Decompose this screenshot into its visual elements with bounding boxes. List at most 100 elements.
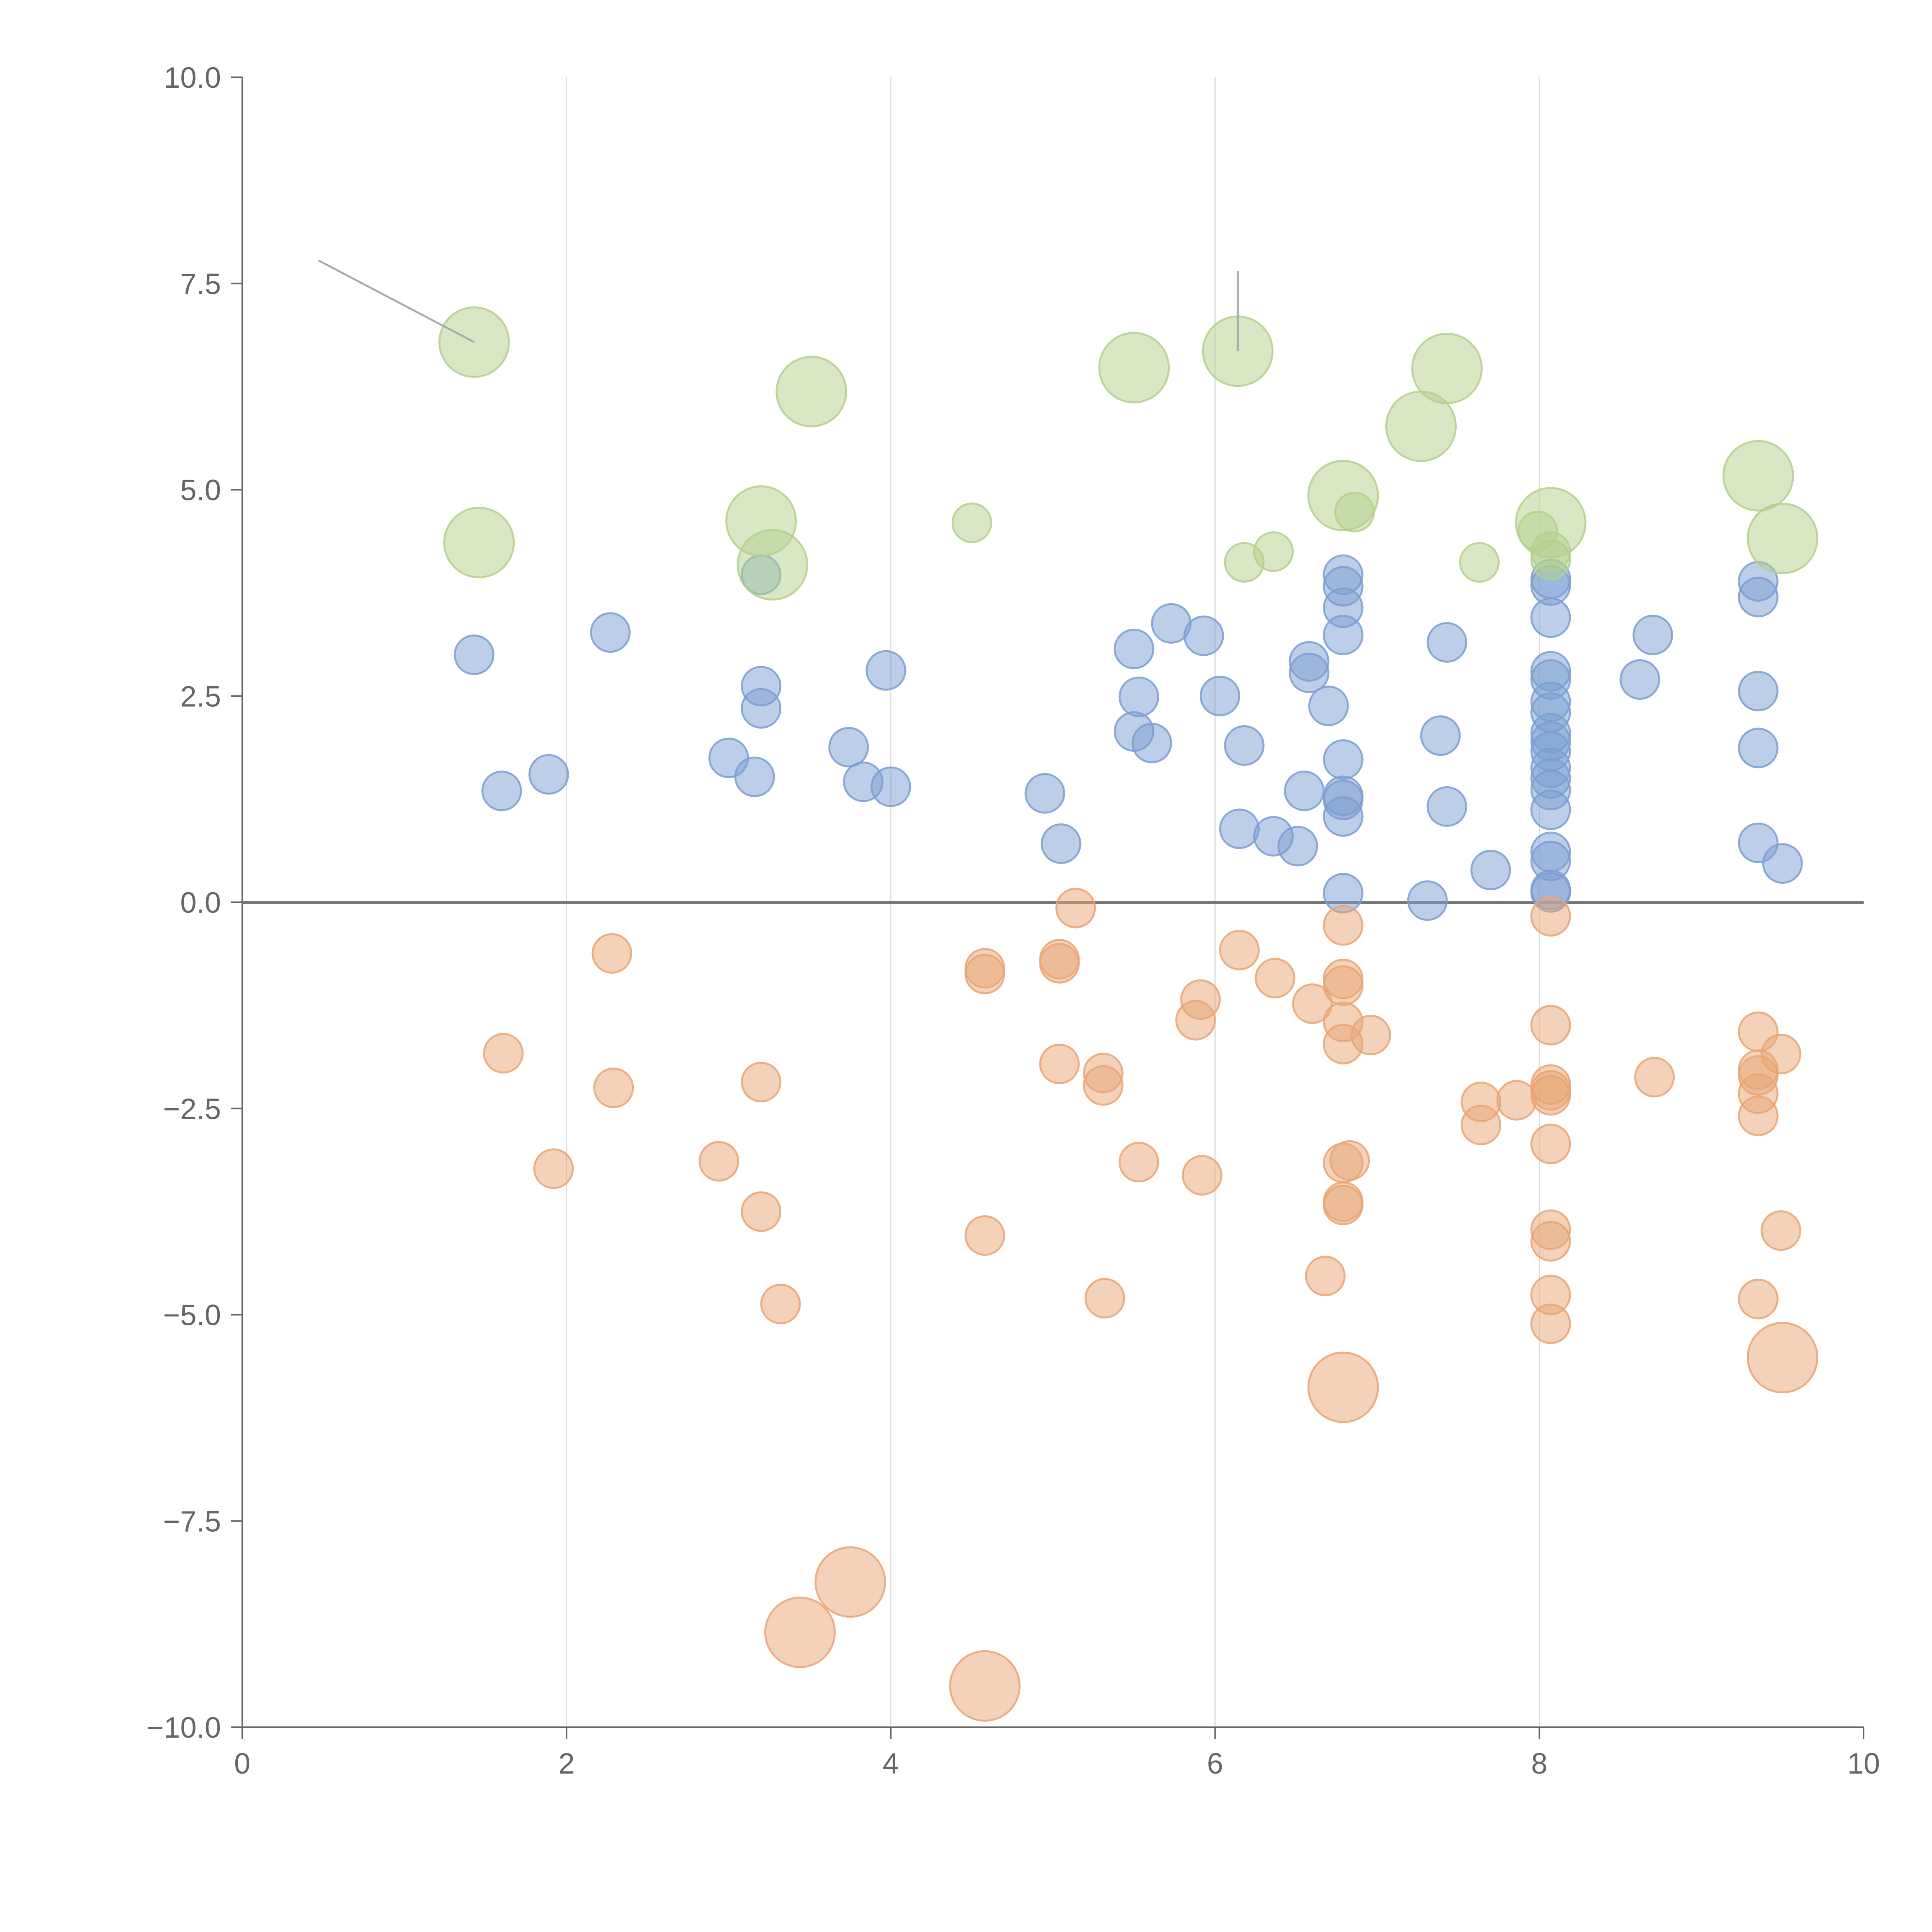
blue-point-37	[1323, 796, 1364, 837]
orange-large-point-1	[815, 1546, 886, 1618]
y-tick-label-1: −7.5	[163, 1505, 221, 1538]
orange-point-14	[1055, 888, 1096, 929]
green-large-point-12	[1747, 502, 1818, 574]
x-tick-label-2: 4	[883, 1747, 899, 1780]
leader-line-0	[318, 259, 475, 343]
blue-point-66	[1738, 670, 1779, 711]
orange-point-54	[1738, 1095, 1779, 1136]
blue-point-2	[528, 754, 569, 795]
blue-point-18	[1131, 723, 1172, 764]
orange-point-34	[1323, 1185, 1364, 1226]
orange-point-40	[1530, 1005, 1571, 1046]
green-large-point-9	[1411, 333, 1483, 405]
orange-point-9	[964, 954, 1005, 995]
green-point-0	[951, 502, 992, 543]
y-tick-label-6: 5.0	[180, 474, 221, 507]
orange-large-point-3	[1307, 1351, 1379, 1423]
blue-point-26	[1284, 770, 1325, 811]
orange-point-55	[1738, 1279, 1779, 1320]
blue-point-67	[1738, 728, 1779, 769]
orange-point-6	[741, 1191, 782, 1232]
blue-point-62	[1619, 659, 1660, 700]
orange-point-18	[1118, 1142, 1159, 1183]
orange-point-26	[1323, 905, 1364, 946]
blue-point-7	[741, 688, 782, 729]
blue-point-69	[1762, 843, 1803, 884]
y-tick-label-5: 2.5	[180, 680, 221, 713]
orange-point-57	[1760, 1210, 1801, 1251]
blue-point-25	[1277, 826, 1318, 867]
blue-point-42	[1427, 786, 1468, 827]
green-large-point-4	[776, 355, 847, 427]
blue-point-34	[1323, 739, 1364, 780]
orange-point-10	[964, 1215, 1005, 1256]
blue-point-39	[1407, 880, 1448, 921]
blue-point-65	[1738, 577, 1779, 617]
orange-point-43	[1530, 1075, 1571, 1116]
orange-point-0	[483, 1033, 524, 1074]
orange-point-1	[533, 1148, 574, 1189]
orange-point-13	[1039, 1043, 1080, 1084]
x-tick-label-5: 10	[1847, 1747, 1880, 1780]
blue-point-29	[1308, 685, 1349, 726]
green-large-point-7	[1307, 459, 1379, 531]
blue-point-20	[1183, 615, 1224, 656]
y-tick-label-7: 7.5	[180, 268, 221, 301]
orange-point-3	[593, 1067, 634, 1108]
blue-point-41	[1427, 622, 1468, 663]
orange-point-48	[1530, 1303, 1571, 1344]
blue-point-40	[1420, 715, 1461, 756]
blue-point-17	[1118, 676, 1159, 717]
blue-point-33	[1323, 614, 1364, 655]
blue-point-28	[1289, 652, 1330, 693]
blue-point-14	[1041, 823, 1082, 864]
blue-point-11	[866, 650, 906, 691]
orange-point-4	[699, 1141, 740, 1182]
orange-point-7	[760, 1284, 801, 1325]
y-tick-label-8: 10.0	[164, 61, 221, 94]
blue-point-57	[1530, 789, 1571, 830]
green-large-point-1	[443, 507, 515, 578]
orange-point-56	[1760, 1034, 1801, 1075]
orange-point-2	[592, 933, 633, 974]
blue-point-9	[828, 727, 869, 768]
orange-point-5	[741, 1061, 782, 1102]
blue-point-13	[1024, 773, 1065, 814]
blue-point-23	[1224, 725, 1265, 766]
y-tick-label-3: −2.5	[163, 1093, 221, 1126]
orange-point-38	[1496, 1080, 1537, 1121]
x-tick-label-4: 8	[1531, 1747, 1548, 1780]
blue-point-22	[1219, 808, 1260, 849]
orange-point-46	[1530, 1221, 1571, 1262]
green-large-point-5	[1098, 332, 1170, 404]
x-tick-label-3: 6	[1207, 1747, 1223, 1780]
orange-point-44	[1530, 1124, 1571, 1165]
blue-point-3	[590, 612, 631, 653]
green-large-point-11	[1722, 440, 1794, 512]
orange-point-39	[1530, 896, 1571, 937]
orange-point-32	[1329, 1140, 1370, 1181]
orange-point-22	[1219, 930, 1260, 971]
y-tick-label-4: 0.0	[180, 886, 221, 919]
y-tick-label-2: −5.0	[163, 1299, 221, 1332]
blue-point-46	[1530, 597, 1571, 638]
blue-point-5	[734, 756, 775, 797]
orange-point-12	[1039, 943, 1080, 984]
points-layer	[438, 306, 1818, 1722]
blue-point-1	[481, 770, 522, 811]
orange-large-point-0	[764, 1596, 836, 1668]
orange-point-49	[1634, 1057, 1675, 1098]
orange-point-23	[1255, 957, 1296, 998]
orange-point-25	[1305, 1255, 1346, 1296]
green-point-2	[1253, 531, 1294, 572]
orange-point-17	[1084, 1278, 1125, 1319]
blue-point-63	[1633, 614, 1673, 655]
blue-point-21	[1199, 675, 1240, 716]
green-large-point-3	[736, 529, 808, 601]
orange-point-20	[1180, 979, 1221, 1020]
orange-point-24	[1292, 983, 1333, 1024]
annotation-leaders	[318, 259, 1239, 351]
orange-point-28	[1323, 965, 1364, 1006]
axes: −10.0 −7.5 −5.0 −2.5 0.0 2.5 5.0 7.5 10.0 0 2 4 6 8 10	[147, 61, 1880, 1780]
